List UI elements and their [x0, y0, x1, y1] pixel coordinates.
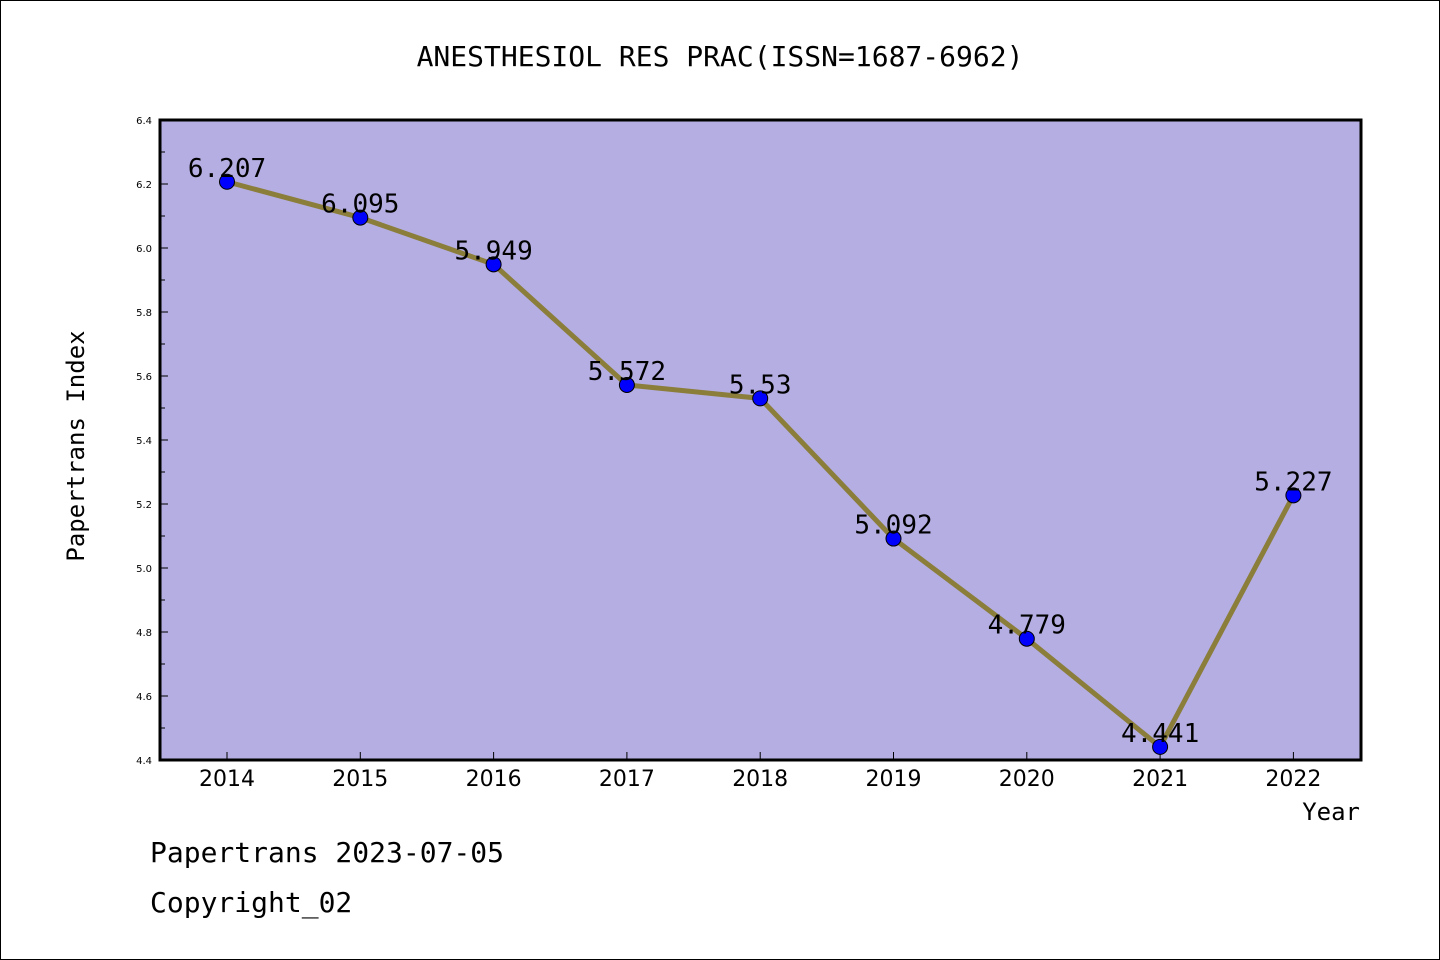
x-tick-label: 2019: [866, 767, 922, 792]
data-label: 5.53: [729, 370, 792, 400]
footer-date: Papertrans 2023-07-05: [150, 836, 505, 869]
data-label: 5.949: [454, 236, 532, 266]
data-label: 6.095: [321, 190, 399, 220]
data-point: [219, 173, 235, 190]
data-label: 5.572: [588, 357, 666, 387]
chart-title: ANESTHESIOL RES PRAC(ISSN=1687-6962): [417, 40, 1024, 73]
data-labels: 6.207 6.095 5.949 5.572 5.53 5.092 4.779 4.441 5…: [188, 154, 1333, 749]
data-label: 4.779: [988, 611, 1066, 641]
y-tick-label: 5.8: [136, 308, 152, 319]
x-axis-ticks: 2014 2015 2016 2017 2018 2019 2020 2021 2022: [199, 752, 1321, 792]
y-tick-label: 5.0: [136, 564, 152, 575]
y-tick-label: 6.4: [136, 116, 152, 127]
y-axis-title: Papertrans Index: [62, 330, 90, 561]
data-point: [885, 530, 902, 547]
y-tick-label: 4.6: [136, 692, 152, 703]
footer-copyright: Copyright_02: [150, 886, 353, 919]
data-label: 5.092: [854, 511, 932, 541]
data-point: [752, 390, 769, 407]
y-axis-ticks: 4.4 4.6 4.8 5.0 5.2 5.4 5.6 5.8 6.0 6.2 6.4: [136, 116, 168, 767]
x-tick-label: 2016: [466, 767, 522, 792]
plot-area: [158, 118, 1363, 762]
data-point: [485, 256, 502, 273]
data-point: [1285, 487, 1302, 504]
x-tick-label: 2015: [332, 767, 388, 792]
y-tick-label: 5.6: [136, 372, 152, 383]
data-markers: [219, 173, 1302, 755]
y-tick-label: 4.4: [136, 756, 152, 767]
x-tick-label: 2020: [999, 767, 1055, 792]
x-tick-label: 2018: [732, 767, 788, 792]
y-tick-label: 4.8: [136, 628, 152, 639]
y-tick-label: 6.0: [136, 244, 152, 255]
data-point: [618, 376, 635, 393]
x-tick-label: 2017: [599, 767, 655, 792]
data-label: 6.207: [188, 154, 266, 184]
y-tick-label: 5.2: [136, 500, 152, 511]
data-label: 5.227: [1254, 467, 1332, 497]
data-point: [352, 209, 369, 226]
data-point: [1152, 738, 1169, 755]
y-tick-label: 6.2: [136, 180, 152, 191]
x-tick-label: 2022: [1265, 767, 1321, 792]
y-tick-label: 5.4: [136, 436, 152, 447]
x-axis-title: Year: [1302, 798, 1360, 826]
data-point: [1018, 630, 1035, 647]
data-label: 4.441: [1121, 719, 1199, 749]
x-tick-label: 2014: [199, 767, 255, 792]
x-tick-label: 2021: [1132, 767, 1188, 792]
